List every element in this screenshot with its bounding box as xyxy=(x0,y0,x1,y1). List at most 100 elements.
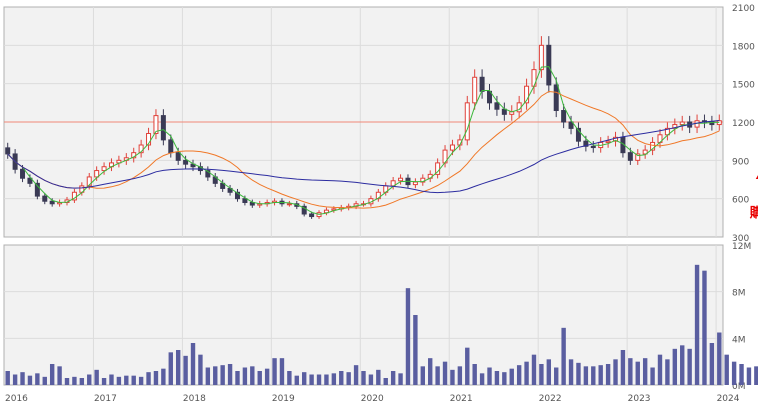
volume-bar xyxy=(220,365,225,385)
candle-body xyxy=(242,198,248,204)
volume-bar xyxy=(346,372,351,385)
volume-bar xyxy=(680,345,685,385)
volume-bar xyxy=(694,264,700,385)
candle-body xyxy=(494,102,500,110)
volume-bar xyxy=(5,371,10,385)
volume-bar xyxy=(657,354,663,385)
volume-bar xyxy=(94,369,99,385)
volume-bar xyxy=(561,327,566,385)
candle-body xyxy=(590,145,596,149)
volume-bar xyxy=(72,376,77,385)
volume-bar xyxy=(101,378,107,385)
volume-y-tick-label: 8M xyxy=(732,289,746,299)
volume-bar xyxy=(465,347,470,385)
volume-bar xyxy=(250,366,255,385)
candle-body xyxy=(49,200,55,205)
volume-bar xyxy=(487,367,492,385)
price-y-tick-label: 600 xyxy=(732,196,749,206)
volume-bar xyxy=(709,343,715,385)
candle-body xyxy=(679,121,685,126)
candle-body xyxy=(605,140,611,143)
ma-long-line xyxy=(7,120,720,194)
candle-body xyxy=(175,152,181,161)
volume-bar xyxy=(702,270,707,385)
candle-body xyxy=(138,144,144,154)
volume-bar xyxy=(509,368,514,385)
x-tick-label: 2019 xyxy=(272,394,295,404)
volume-bar xyxy=(49,364,55,385)
price-y-tick-label: 1200 xyxy=(732,119,755,129)
candle-body xyxy=(309,213,315,218)
volume-bar xyxy=(131,375,136,385)
x-tick-label: 2017 xyxy=(94,394,117,404)
volume-bar xyxy=(398,373,403,385)
volume-y-tick-label: 0M xyxy=(732,382,746,392)
volume-bar xyxy=(383,378,388,385)
candle-body xyxy=(153,115,159,135)
candle-body xyxy=(160,115,166,141)
candle-body xyxy=(42,195,48,202)
volume-bar xyxy=(227,364,233,385)
volume-bar xyxy=(413,315,418,385)
volume-bar xyxy=(339,371,344,385)
volume-bar xyxy=(516,365,522,385)
volume-bar xyxy=(316,374,322,385)
volume-bar xyxy=(665,359,670,385)
price-panel: 2100 1800 1500 1200 900 600 300 購入 xyxy=(3,4,758,244)
candle-body xyxy=(568,121,574,129)
volume-bar xyxy=(146,372,151,385)
volume-bar xyxy=(731,361,737,385)
volume-bar xyxy=(87,374,92,385)
candle-body xyxy=(412,181,418,186)
ma-short-line xyxy=(7,66,720,215)
volume-bar xyxy=(724,354,729,385)
volume-bar xyxy=(635,361,640,385)
candle-body xyxy=(635,153,641,161)
x-tick-label: 2023 xyxy=(628,394,651,404)
volume-bar xyxy=(138,376,144,385)
buy-label: 購入 xyxy=(749,205,758,221)
volume-bar xyxy=(442,361,448,385)
volume-bar xyxy=(124,375,129,385)
volume-bar xyxy=(302,372,307,385)
volume-bar xyxy=(235,371,240,385)
volume-bar xyxy=(198,354,203,385)
volume-bar xyxy=(746,367,752,385)
volume-bar xyxy=(294,375,299,385)
candle-body xyxy=(20,168,26,179)
candle-body xyxy=(524,85,530,104)
volume-bar xyxy=(568,359,574,385)
candle-body xyxy=(146,133,152,146)
x-tick-label: 2024 xyxy=(717,394,740,404)
price-y-tick-label: 1500 xyxy=(732,81,755,91)
candle-body xyxy=(234,191,240,200)
candle-body xyxy=(479,76,485,92)
candle-body xyxy=(34,182,40,197)
volume-y-tick-label: 12M xyxy=(732,242,751,252)
candle-body xyxy=(538,44,544,71)
volume-bar xyxy=(583,366,589,385)
volume-bar xyxy=(620,350,626,385)
candle-body xyxy=(472,76,478,104)
volume-bar xyxy=(353,365,359,385)
volume-bar xyxy=(717,332,722,385)
candle-body xyxy=(613,136,619,142)
volume-bar xyxy=(361,371,366,385)
volume-bar xyxy=(153,371,159,385)
candle-body xyxy=(575,127,581,142)
volume-bar xyxy=(546,359,552,385)
volume-bar xyxy=(605,364,611,385)
volume-bar xyxy=(539,364,544,385)
candle-body xyxy=(86,176,92,187)
volume-bar xyxy=(279,358,285,385)
candle-body xyxy=(301,205,307,215)
ma-mid-line xyxy=(7,90,720,209)
volume-bar xyxy=(472,364,477,385)
candle-body xyxy=(286,203,292,206)
volume-bar xyxy=(672,348,678,385)
volume-bar xyxy=(450,369,455,385)
volume-bar xyxy=(368,374,374,385)
candle-body xyxy=(398,177,404,182)
